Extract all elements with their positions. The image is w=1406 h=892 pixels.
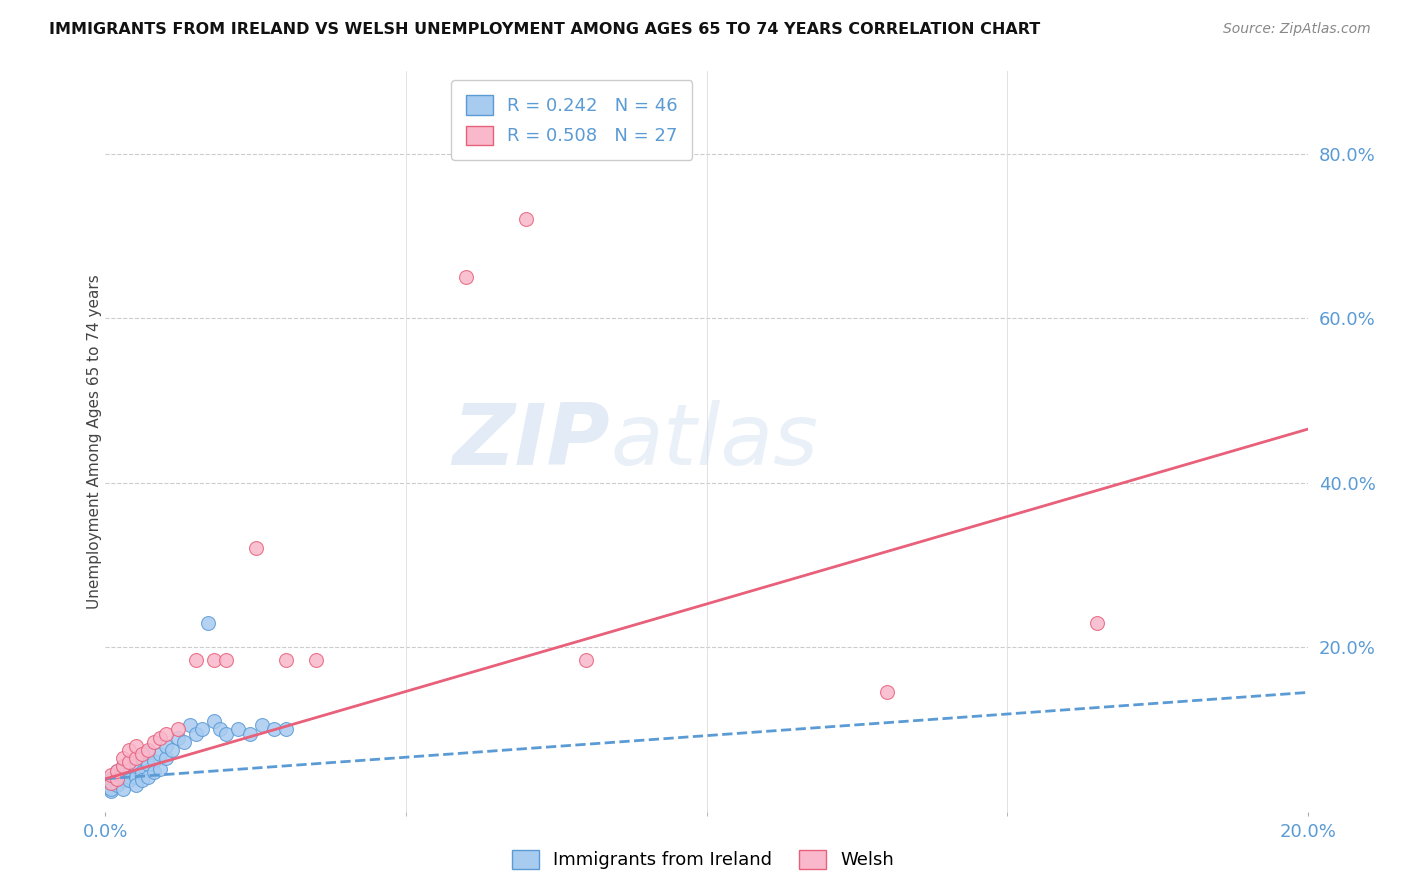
Text: atlas: atlas — [610, 400, 818, 483]
Point — [118, 773, 141, 788]
Legend: Immigrants from Ireland, Welsh: Immigrants from Ireland, Welsh — [502, 840, 904, 879]
Point — [118, 756, 141, 770]
Text: ZIP: ZIP — [453, 400, 610, 483]
Point — [112, 770, 135, 784]
Point — [124, 759, 146, 773]
Point — [100, 784, 122, 798]
Point — [142, 735, 165, 749]
Y-axis label: Unemployment Among Ages 65 to 74 years: Unemployment Among Ages 65 to 74 years — [87, 274, 101, 609]
Point — [160, 743, 183, 757]
Point — [245, 541, 267, 556]
Point — [124, 770, 146, 784]
Point — [197, 615, 219, 630]
Point — [107, 773, 129, 788]
Point — [148, 762, 170, 776]
Text: Source: ZipAtlas.com: Source: ZipAtlas.com — [1223, 22, 1371, 37]
Point — [250, 718, 273, 732]
Legend: R = 0.242   N = 46, R = 0.508   N = 27: R = 0.242 N = 46, R = 0.508 N = 27 — [451, 80, 692, 160]
Point — [118, 765, 141, 780]
Point — [107, 767, 129, 781]
Point — [112, 773, 135, 788]
Point — [107, 772, 129, 786]
Point — [107, 764, 129, 778]
Point — [100, 776, 122, 790]
Point — [112, 781, 135, 796]
Point — [166, 731, 188, 745]
Point — [274, 723, 297, 737]
Point — [148, 747, 170, 761]
Point — [131, 751, 153, 765]
Point — [131, 747, 153, 761]
Point — [179, 718, 201, 732]
Point — [136, 770, 159, 784]
Point — [155, 726, 177, 740]
Point — [575, 652, 598, 666]
Point — [100, 776, 122, 790]
Point — [155, 751, 177, 765]
Point — [166, 723, 188, 737]
Point — [202, 652, 225, 666]
Point — [124, 778, 146, 792]
Point — [155, 739, 177, 753]
Point — [226, 723, 249, 737]
Point — [118, 756, 141, 770]
Point — [214, 652, 236, 666]
Point — [100, 767, 122, 781]
Point — [305, 652, 328, 666]
Point — [214, 726, 236, 740]
Point — [97, 780, 120, 794]
Point — [107, 764, 129, 778]
Point — [112, 759, 135, 773]
Point — [100, 772, 122, 786]
Point — [100, 781, 122, 796]
Point — [131, 765, 153, 780]
Point — [190, 723, 212, 737]
Point — [112, 751, 135, 765]
Point — [131, 773, 153, 788]
Point — [184, 726, 207, 740]
Point — [515, 212, 537, 227]
Point — [202, 714, 225, 729]
Point — [136, 757, 159, 772]
Point — [107, 778, 129, 792]
Point — [142, 765, 165, 780]
Point — [263, 723, 285, 737]
Point — [239, 726, 262, 740]
Point — [118, 743, 141, 757]
Point — [876, 685, 898, 699]
Point — [454, 270, 477, 285]
Point — [112, 759, 135, 773]
Point — [173, 735, 195, 749]
Point — [208, 723, 231, 737]
Point — [142, 754, 165, 768]
Point — [1085, 615, 1108, 630]
Point — [124, 739, 146, 753]
Point — [136, 743, 159, 757]
Point — [136, 746, 159, 760]
Point — [148, 731, 170, 745]
Point — [184, 652, 207, 666]
Point — [274, 652, 297, 666]
Point — [124, 751, 146, 765]
Text: IMMIGRANTS FROM IRELAND VS WELSH UNEMPLOYMENT AMONG AGES 65 TO 74 YEARS CORRELAT: IMMIGRANTS FROM IRELAND VS WELSH UNEMPLO… — [49, 22, 1040, 37]
